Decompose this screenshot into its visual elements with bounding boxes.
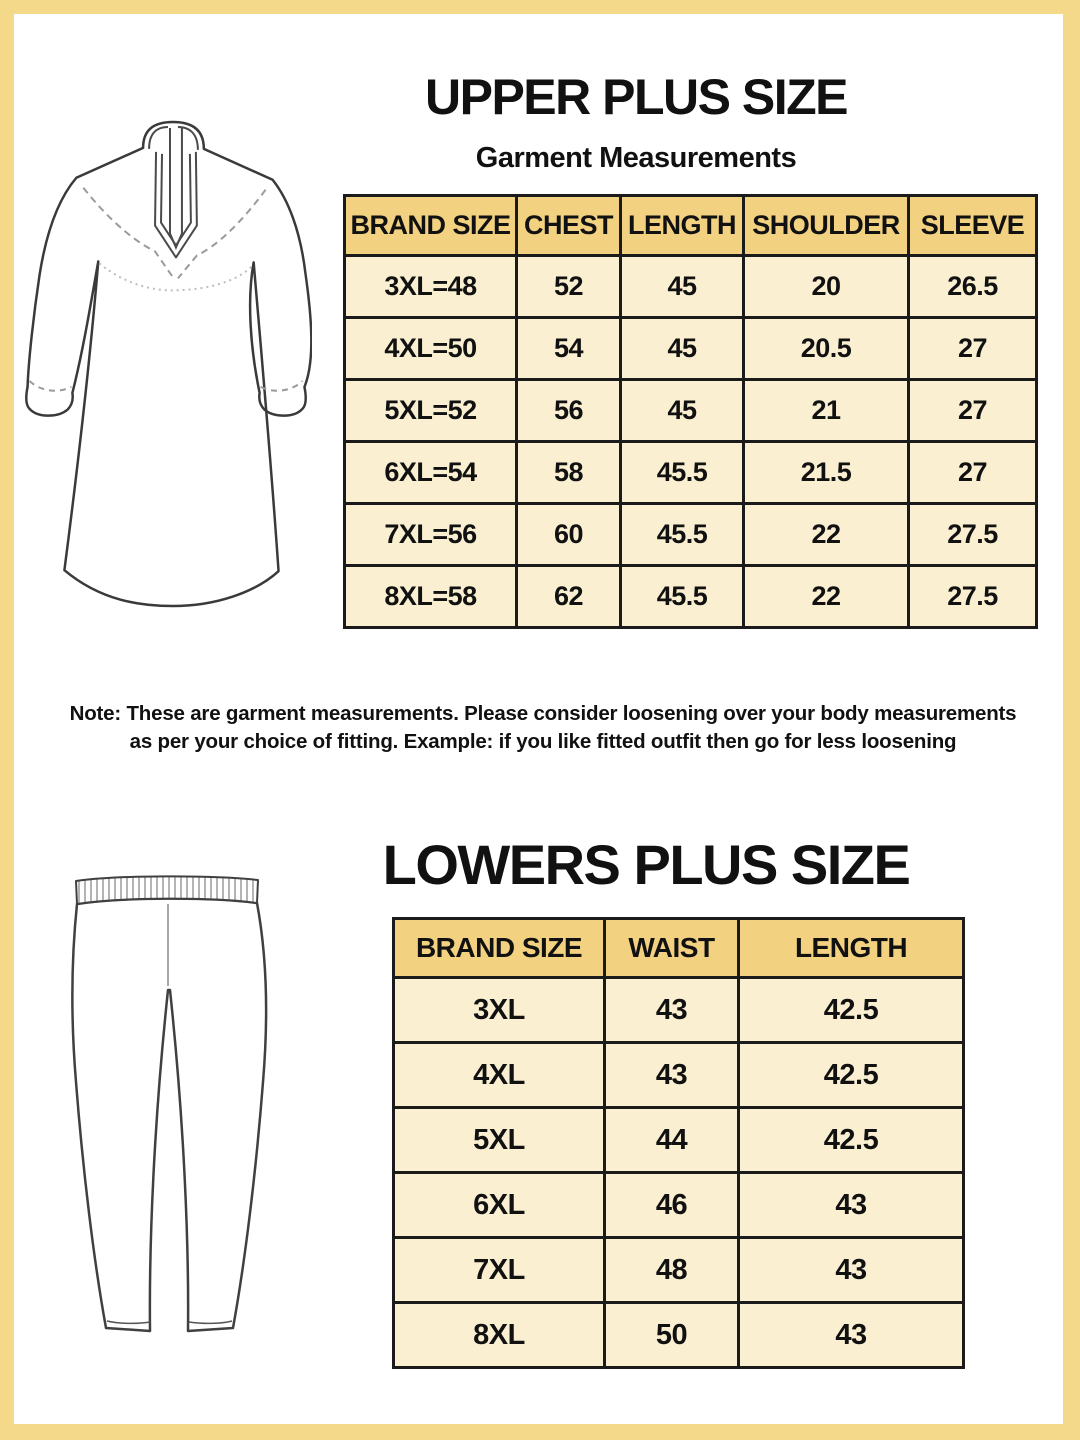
- upper-header-cell: SLEEVE: [907, 194, 1038, 257]
- table-cell: 20: [742, 254, 910, 319]
- table-cell: 52: [515, 254, 622, 319]
- kurta-yoke-dashed-right: [177, 189, 267, 279]
- table-cell: 27: [907, 316, 1038, 381]
- kurta-yoke-dashed-left: [82, 187, 174, 278]
- table-cell: 54: [515, 316, 622, 381]
- table-cell: 7XL=56: [343, 502, 518, 567]
- table-cell: 22: [742, 564, 910, 629]
- table-cell: 45: [619, 254, 745, 319]
- lower-size-row: 5XL 44 42.5: [392, 1106, 965, 1174]
- pants-legs-outline: [71, 897, 268, 1333]
- table-cell: 8XL: [392, 1301, 606, 1369]
- lower-section-title: LOWERS PLUS SIZE: [382, 833, 911, 896]
- lower-table-body: 3XL 43 42.5 4XL 43 42.5 5XL 44 42.5 6XL 46 43 7XL 48 4…: [392, 976, 965, 1369]
- table-cell: 44: [603, 1106, 740, 1174]
- lower-size-table: BRAND SIZE WAIST LENGTH 3XL 43 42.5 4XL 43 42.5…: [392, 917, 965, 1369]
- kurta-illustration: [25, 120, 312, 608]
- upper-size-row: 8XL=58 62 45.5 22 27.5: [343, 564, 1038, 629]
- upper-size-table: BRAND SIZE CHEST LENGTH SHOULDER SLEEVE 3XL=…: [343, 194, 1038, 629]
- table-cell: 43: [737, 1171, 965, 1239]
- upper-table-body: 3XL=48 52 45 20 26.5 4XL=50 54 45 20.5 27 5XL=52 56…: [343, 254, 1038, 629]
- kurta-placket-outer-line: [154, 151, 198, 259]
- kurta-placket-inner-line: [160, 153, 192, 247]
- table-cell: 45: [619, 378, 745, 443]
- table-cell: 50: [603, 1301, 740, 1369]
- table-cell: 6XL=54: [343, 440, 518, 505]
- table-cell: 26.5: [907, 254, 1038, 319]
- lower-size-row: 8XL 50 43: [392, 1301, 965, 1369]
- lower-size-row: 6XL 46 43: [392, 1171, 965, 1239]
- table-cell: 45.5: [619, 440, 745, 505]
- table-cell: 45.5: [619, 564, 745, 629]
- upper-size-row: 5XL=52 56 45 21 27: [343, 378, 1038, 443]
- table-cell: 20.5: [742, 316, 910, 381]
- pants-ankle-hem-left: [106, 1320, 151, 1325]
- table-cell: 27.5: [907, 564, 1038, 629]
- table-cell: 42.5: [737, 976, 965, 1044]
- lower-table-header-row: BRAND SIZE WAIST LENGTH: [392, 917, 965, 979]
- note-line-1: Note: These are garment measurements. Pl…: [69, 702, 1017, 725]
- table-cell: 22: [742, 502, 910, 567]
- table-cell: 7XL: [392, 1236, 606, 1304]
- lower-size-row: 7XL 48 43: [392, 1236, 965, 1304]
- table-cell: 6XL: [392, 1171, 606, 1239]
- table-cell: 60: [515, 502, 622, 567]
- table-cell: 8XL=58: [343, 564, 518, 629]
- lower-header-cell: BRAND SIZE: [392, 917, 606, 979]
- table-cell: 43: [737, 1301, 965, 1369]
- pants-waistband-ribbing: [75, 875, 259, 905]
- table-cell: 27: [907, 440, 1038, 505]
- kurta-cuff-dashed-right: [260, 380, 304, 392]
- table-cell: 21: [742, 378, 910, 443]
- table-cell: 48: [603, 1236, 740, 1304]
- table-cell: 3XL: [392, 976, 606, 1044]
- kurta-cuff-dashed-left: [28, 380, 72, 392]
- table-cell: 27.5: [907, 502, 1038, 567]
- table-cell: 43: [737, 1236, 965, 1304]
- upper-header-cell: LENGTH: [619, 194, 745, 257]
- measurement-note: Note: These are garment measurements. Pl…: [54, 700, 1032, 756]
- lower-header-cell: WAIST: [603, 917, 740, 979]
- upper-size-row: 7XL=56 60 45.5 22 27.5: [343, 502, 1038, 567]
- note-line-2: as per your choice of fitting. Example: …: [129, 730, 957, 753]
- pants-illustration: [71, 875, 268, 1333]
- table-cell: 27: [907, 378, 1038, 443]
- table-cell: 43: [603, 1041, 740, 1109]
- table-cell: 3XL=48: [343, 254, 518, 319]
- kurta-placket-center-strip: [168, 127, 183, 251]
- table-cell: 5XL=52: [343, 378, 518, 443]
- table-cell: 21.5: [742, 440, 910, 505]
- table-cell: 56: [515, 378, 622, 443]
- upper-size-row: 4XL=50 54 45 20.5 27: [343, 316, 1038, 381]
- table-cell: 62: [515, 564, 622, 629]
- pants-ankle-hem-right: [188, 1320, 233, 1325]
- upper-size-row: 6XL=54 58 45.5 21.5 27: [343, 440, 1038, 505]
- table-cell: 4XL=50: [343, 316, 518, 381]
- table-cell: 45: [619, 316, 745, 381]
- upper-table-header-row: BRAND SIZE CHEST LENGTH SHOULDER SLEEVE: [343, 194, 1038, 257]
- lower-size-row: 4XL 43 42.5: [392, 1041, 965, 1109]
- upper-size-row: 3XL=48 52 45 20 26.5: [343, 254, 1038, 319]
- upper-section-subtitle: Garment Measurements: [475, 142, 797, 174]
- table-cell: 5XL: [392, 1106, 606, 1174]
- table-cell: 42.5: [737, 1106, 965, 1174]
- upper-header-cell: CHEST: [515, 194, 622, 257]
- table-cell: 43: [603, 976, 740, 1044]
- upper-header-cell: SHOULDER: [742, 194, 910, 257]
- table-cell: 45.5: [619, 502, 745, 567]
- page-background: UPPER PLUS SIZE Garment Measurements BRA…: [14, 14, 1063, 1424]
- table-cell: 42.5: [737, 1041, 965, 1109]
- kurta-outline: [25, 120, 312, 608]
- kurta-collar-inner-line: [148, 125, 199, 150]
- lower-size-row: 3XL 43 42.5: [392, 976, 965, 1044]
- lower-header-cell: LENGTH: [737, 917, 965, 979]
- table-cell: 46: [603, 1171, 740, 1239]
- upper-header-cell: BRAND SIZE: [343, 194, 518, 257]
- table-cell: 4XL: [392, 1041, 606, 1109]
- table-cell: 58: [515, 440, 622, 505]
- upper-section-title: UPPER PLUS SIZE: [424, 69, 849, 125]
